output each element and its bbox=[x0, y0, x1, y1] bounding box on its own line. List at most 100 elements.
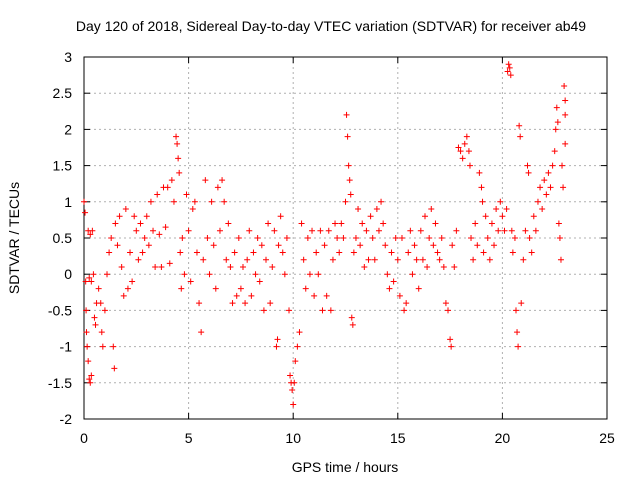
data-point bbox=[181, 271, 188, 278]
data-point bbox=[124, 285, 131, 292]
data-point bbox=[242, 300, 249, 307]
data-point bbox=[474, 242, 481, 249]
data-point bbox=[375, 227, 382, 234]
x-tick-label: 25 bbox=[599, 430, 615, 446]
data-point bbox=[553, 104, 560, 111]
data-point bbox=[206, 271, 213, 278]
data-point bbox=[506, 64, 513, 71]
data-point bbox=[493, 206, 500, 213]
data-point bbox=[419, 256, 426, 263]
data-point bbox=[325, 227, 332, 234]
data-point bbox=[357, 242, 364, 249]
data-point bbox=[526, 235, 533, 241]
data-point bbox=[183, 191, 190, 198]
data-point bbox=[421, 213, 428, 220]
data-point bbox=[484, 235, 491, 241]
data-point bbox=[319, 307, 326, 314]
data-point bbox=[551, 148, 558, 155]
data-point bbox=[497, 198, 504, 205]
axis-ticks bbox=[83, 56, 608, 420]
data-point bbox=[104, 271, 111, 278]
data-point bbox=[403, 300, 410, 307]
data-point bbox=[543, 191, 550, 198]
data-point bbox=[334, 235, 341, 241]
data-point bbox=[152, 263, 159, 270]
data-point bbox=[235, 235, 242, 241]
data-point bbox=[260, 307, 267, 314]
data-point bbox=[216, 227, 223, 234]
x-tick-labels: 0 5 10 15 20 25 bbox=[80, 430, 615, 446]
data-point bbox=[277, 213, 284, 220]
data-point bbox=[509, 249, 516, 256]
data-point bbox=[434, 249, 441, 256]
data-point bbox=[111, 365, 118, 372]
data-point bbox=[112, 220, 119, 227]
data-point bbox=[468, 235, 475, 241]
data-point bbox=[269, 263, 276, 270]
data-point bbox=[323, 292, 330, 299]
data-point bbox=[237, 285, 244, 292]
data-point bbox=[289, 387, 296, 394]
data-point bbox=[315, 271, 322, 278]
data-point bbox=[355, 206, 362, 213]
data-point bbox=[82, 209, 89, 216]
data-point bbox=[417, 227, 424, 234]
data-point bbox=[179, 235, 186, 241]
data-point bbox=[346, 177, 353, 184]
data-point bbox=[549, 162, 556, 169]
data-point bbox=[457, 148, 464, 155]
data-point bbox=[279, 249, 286, 256]
data-point bbox=[106, 249, 113, 256]
data-point bbox=[317, 227, 324, 234]
data-point bbox=[405, 249, 412, 256]
x-tick-label: 20 bbox=[495, 430, 511, 446]
data-point bbox=[512, 307, 519, 314]
data-point bbox=[135, 256, 142, 263]
data-point bbox=[407, 227, 414, 234]
data-point bbox=[88, 278, 95, 285]
data-point bbox=[495, 227, 502, 234]
data-point bbox=[347, 191, 354, 198]
data-point bbox=[504, 68, 511, 75]
data-point bbox=[168, 177, 175, 184]
data-point bbox=[476, 169, 483, 176]
data-point bbox=[503, 206, 510, 213]
data-point bbox=[392, 235, 399, 241]
data-point bbox=[139, 249, 146, 256]
data-point bbox=[83, 307, 90, 314]
data-point bbox=[559, 162, 566, 169]
data-point bbox=[424, 263, 431, 270]
data-point bbox=[193, 249, 200, 256]
data-point bbox=[219, 177, 226, 184]
y-tick-labels: -2 -1.5 -1 -0.5 0 0.5 1 1.5 2 2.5 3 bbox=[48, 49, 72, 427]
data-point bbox=[306, 271, 313, 278]
data-point bbox=[108, 235, 115, 241]
data-point bbox=[84, 343, 91, 350]
data-point bbox=[562, 97, 569, 104]
data-point bbox=[174, 140, 181, 147]
data-point bbox=[321, 242, 328, 249]
data-point bbox=[95, 285, 102, 292]
data-point bbox=[290, 401, 297, 408]
data-point bbox=[101, 307, 108, 314]
data-point bbox=[530, 213, 537, 220]
data-point bbox=[348, 314, 355, 321]
data-point bbox=[291, 379, 298, 386]
y-tick-label: 0 bbox=[64, 266, 72, 282]
data-point bbox=[89, 227, 96, 234]
data-point bbox=[365, 256, 372, 263]
data-point bbox=[367, 213, 374, 220]
data-point bbox=[86, 376, 93, 383]
x-tick-label: 15 bbox=[390, 430, 406, 446]
data-point bbox=[156, 231, 163, 238]
data-point bbox=[382, 242, 389, 249]
data-point bbox=[537, 184, 544, 191]
data-point bbox=[465, 148, 472, 155]
data-point bbox=[340, 235, 347, 241]
data-point bbox=[92, 321, 99, 328]
data-point bbox=[472, 220, 479, 227]
data-point bbox=[265, 220, 272, 227]
data-point bbox=[287, 372, 294, 379]
data-point bbox=[227, 263, 234, 270]
data-point bbox=[413, 256, 420, 263]
